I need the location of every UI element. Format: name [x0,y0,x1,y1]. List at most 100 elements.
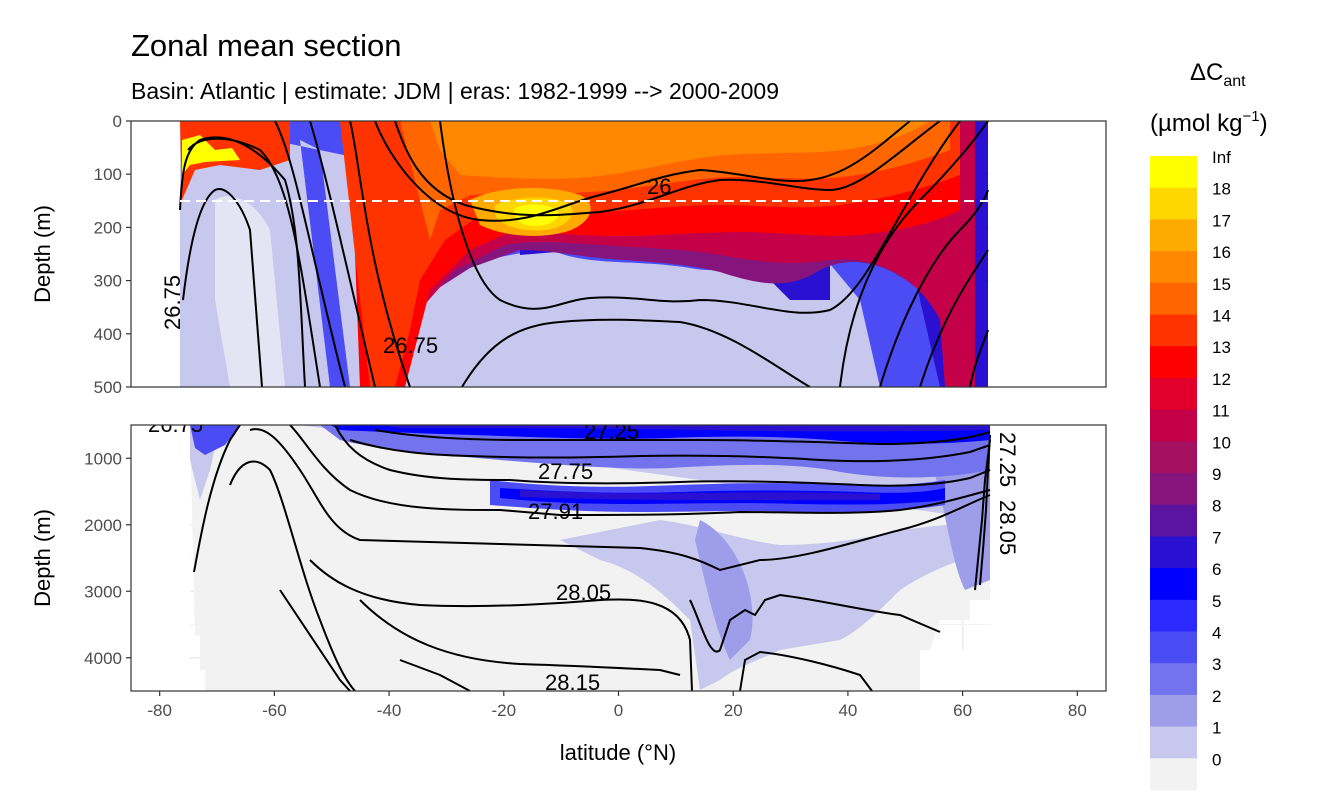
legend-level-label: 14 [1212,307,1231,326]
legend-level-label: 2 [1212,687,1221,706]
legend-unit-prefix: (µmol kg [1150,110,1243,137]
lower-field-light-3 [695,520,753,660]
upper-y-axis-label: Depth (m) [30,205,55,303]
legend-swatch [1150,599,1197,632]
chart-subtitle: Basin: Atlantic | estimate: JDM | eras: … [131,78,779,104]
lower-field: 27.25 27.75 27.91 28.05 28.15 26.75 27.2… [131,412,1106,695]
lower-field-top-indigo [380,425,990,432]
lower-contour-8 [309,559,693,691]
isopycnal-label-28-05: 28.05 [556,580,611,605]
legend-swatch [1150,282,1197,315]
legend-unit-suffix: ) [1260,110,1268,137]
lower-contour-9 [279,589,351,691]
x-tick-label: 20 [724,701,743,720]
upper-panel: 26 26.75 26.75 0 100 200 300 400 500 Depth (m… [30,112,1107,397]
legend-level-label: 0 [1212,750,1221,769]
x-tick-label: 40 [838,701,857,720]
legend-level-label: 16 [1212,243,1231,262]
legend-title-main: ΔC [1190,59,1223,86]
y-tick-label: 2000 [84,516,122,535]
y-tick-label: 0 [113,112,122,131]
isopycnal-label-26: 26 [647,174,671,199]
legend-swatch [1150,663,1197,696]
upper-mask-south [131,121,180,387]
upper-field-warm-wedge [180,121,290,200]
upper-y-axis: 0 100 200 300 400 500 [94,112,131,397]
legend-level-label: 17 [1212,211,1231,230]
upper-contour-26 [374,121,911,222]
upper-mask-north [989,121,1106,387]
legend-swatch [1150,441,1197,474]
upper-contour-12 [879,189,989,387]
upper-contour-2 [187,137,321,387]
legend-level-label: 4 [1212,624,1221,643]
upper-contour-4 [309,121,376,387]
upper-contour-11 [839,121,989,387]
isopycnal-label-27-25: 27.25 [584,419,639,444]
isopycnal-label-28-15: 28.15 [545,670,600,695]
x-tick-label: -20 [492,701,517,720]
upper-field: 26 26.75 26.75 [131,121,1106,387]
legend-swatch [1150,377,1197,411]
legend-level-label: 6 [1212,560,1221,579]
x-axis-label: latitude (°N) [560,740,676,765]
lower-mask-south [131,425,190,691]
legend-swatch [1150,631,1197,664]
lower-contour-6 [349,439,991,463]
y-tick-label: 400 [94,325,122,344]
x-tick-label: 80 [1068,701,1087,720]
y-tick-label: 300 [94,272,122,291]
upper-contour-5 [349,121,411,387]
upper-field-yellow-edge [182,135,240,175]
upper-field-amber [430,121,930,179]
legend-level-label: 13 [1212,338,1231,357]
isopycnal-label-south-cut: 26.75 [148,412,203,437]
lower-y-axis-label: Depth (m) [30,509,55,607]
lower-mask-north [991,425,1106,691]
colorbar-legend: ΔCant (µmol kg−1) Inf1817161514131211109… [1150,59,1268,791]
lower-contour-3 [249,428,991,572]
upper-contour-1 [179,136,306,387]
lower-contour-13 [739,650,873,691]
lower-contour-11 [399,659,471,691]
legend-unit-exponent: −1 [1243,108,1260,125]
y-tick-label: 4000 [84,649,122,668]
isopycnal-label-27-91: 27.91 [528,499,583,524]
legend-level-label: 18 [1212,180,1231,199]
legend-level-label: 7 [1212,528,1221,547]
legend-swatch [1150,568,1197,601]
y-tick-label: 3000 [84,582,122,601]
legend-unit: (µmol kg−1) [1150,108,1268,137]
legend-level-label: 1 [1212,719,1221,738]
chart-title: Zonal mean section [131,28,402,63]
y-tick-label: 100 [94,165,122,184]
lower-contour-2 [229,460,356,691]
x-tick-label: -40 [377,701,402,720]
lower-contour-1 [193,425,241,573]
legend-level-label: Inf [1212,148,1231,167]
lower-contour-5 [334,425,991,487]
lower-contour-7 [374,429,991,446]
y-tick-label: 1000 [84,449,122,468]
legend-title: ΔCant [1190,59,1246,90]
isopycnal-label-26-75: 26.75 [383,333,438,358]
legend-swatch [1150,473,1197,506]
legend-level-label: 12 [1212,370,1231,389]
lower-contours [193,425,991,691]
legend-swatch [1150,758,1197,791]
x-tick-label: -60 [262,701,287,720]
legend-swatch [1150,536,1197,569]
isopycnal-label-north-27-25: 27.25 [995,432,1020,487]
legend-swatch [1150,314,1197,347]
lower-panel: 27.25 27.75 27.91 28.05 28.15 26.75 27.2… [30,412,1107,695]
upper-panel-border [130,120,1107,388]
legend-swatch [1150,504,1197,537]
x-tick-label: 60 [953,701,972,720]
upper-contour-14 [969,329,989,387]
x-tick-label: -80 [147,701,172,720]
lower-contour-12 [689,593,941,653]
upper-field-lightest [215,196,285,387]
upper-contour-8 [439,121,961,314]
